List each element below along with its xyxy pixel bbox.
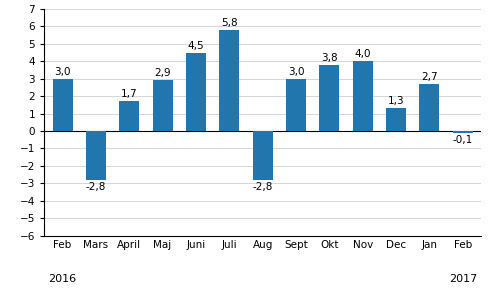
Text: 3,8: 3,8 bbox=[321, 53, 338, 63]
Bar bbox=[419, 84, 439, 131]
Text: 3,0: 3,0 bbox=[55, 67, 71, 77]
Bar bbox=[186, 53, 206, 131]
Bar bbox=[453, 131, 473, 133]
Bar bbox=[153, 81, 173, 131]
Bar bbox=[53, 79, 73, 131]
Text: -2,8: -2,8 bbox=[86, 182, 106, 192]
Text: 3,0: 3,0 bbox=[288, 67, 304, 77]
Bar bbox=[219, 30, 239, 131]
Text: 4,5: 4,5 bbox=[188, 40, 204, 50]
Text: -0,1: -0,1 bbox=[453, 135, 473, 145]
Text: 2016: 2016 bbox=[49, 275, 77, 284]
Text: 1,7: 1,7 bbox=[121, 89, 137, 99]
Bar bbox=[119, 101, 139, 131]
Text: -2,8: -2,8 bbox=[252, 182, 273, 192]
Text: 1,3: 1,3 bbox=[388, 96, 405, 106]
Text: 5,8: 5,8 bbox=[221, 18, 238, 28]
Bar bbox=[353, 61, 373, 131]
Bar bbox=[386, 108, 406, 131]
Bar bbox=[253, 131, 273, 180]
Bar bbox=[86, 131, 106, 180]
Text: 4,0: 4,0 bbox=[355, 49, 371, 59]
Text: 2,9: 2,9 bbox=[154, 69, 171, 79]
Bar bbox=[319, 65, 339, 131]
Text: 2,7: 2,7 bbox=[421, 72, 438, 82]
Text: 2017: 2017 bbox=[449, 275, 477, 284]
Bar bbox=[286, 79, 306, 131]
